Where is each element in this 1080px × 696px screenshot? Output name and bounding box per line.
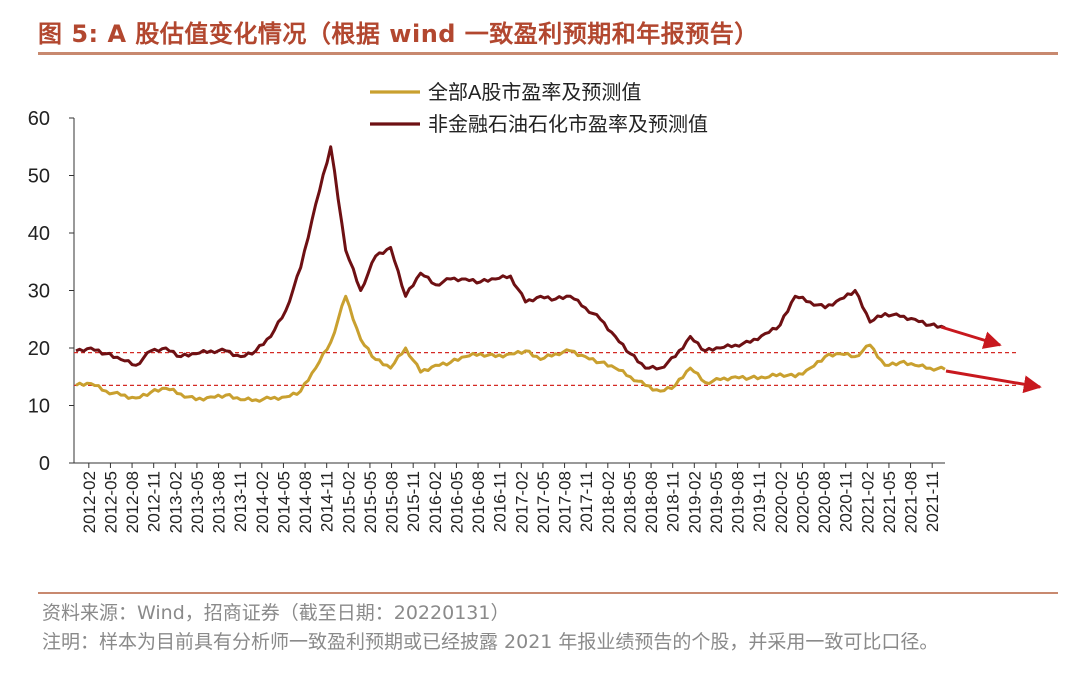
x-tick-label: 2017-05 [534, 471, 553, 533]
x-tick-label: 2012-08 [123, 471, 142, 533]
x-tick-label: 2017-08 [556, 471, 575, 533]
trend-arrow [945, 369, 1042, 394]
x-tick-label: 2014-02 [253, 471, 272, 533]
x-tick-label: 2017-11 [577, 471, 596, 532]
x-tick-label: 2018-08 [642, 471, 661, 533]
x-tick-label: 2018-05 [620, 471, 639, 533]
x-tick-label: 2013-11 [231, 471, 250, 532]
x-tick-label: 2013-05 [188, 471, 207, 533]
x-tick-label: 2021-08 [902, 471, 921, 533]
x-tick-label: 2020-05 [793, 471, 812, 533]
pe-line-chart: 0 10 20 30 40 50 60 2012-02 2012-05 2012-08 2012-… [28, 81, 1042, 533]
x-tick-label: 2020-08 [815, 471, 834, 533]
x-tick-label: 2015-11 [404, 471, 423, 532]
x-tick-label: 2013-08 [210, 471, 229, 533]
legend-label: 非金融石油石化市盈率及预测值 [428, 113, 708, 136]
series-line-all-a [75, 294, 946, 403]
y-tick-label: 10 [28, 396, 50, 418]
x-tick-label: 2021-05 [880, 471, 899, 533]
trend-arrow [940, 325, 1002, 349]
series-lines [75, 145, 946, 403]
figure-title: 图 5: A 股估值变化情况（根据 wind 一致盈利预期和年报预告） [38, 20, 759, 48]
x-tick-label: 2014-05 [274, 471, 293, 533]
x-axis-ticks: 2012-02 2012-05 2012-08 2012-11 2013-02 2013-… [80, 463, 942, 533]
x-tick-label: 2019-05 [707, 471, 726, 533]
x-tick-label: 2012-05 [101, 471, 120, 533]
x-tick-label: 2014-08 [296, 471, 315, 533]
x-tick-label: 2018-02 [599, 471, 618, 533]
source-note: 资料来源：Wind，招商证券（截至日期：20220131） [42, 602, 510, 624]
axes-group [73, 118, 945, 464]
series-line-non-fin [75, 145, 946, 371]
y-axis-ticks: 0 10 20 30 40 50 60 [28, 108, 74, 475]
x-tick-label: 2015-05 [361, 471, 380, 533]
y-tick-label: 30 [28, 281, 50, 303]
x-tick-label: 2016-08 [469, 471, 488, 533]
y-tick-label: 60 [28, 108, 50, 130]
x-tick-label: 2020-02 [772, 471, 791, 533]
y-tick-label: 0 [39, 453, 50, 475]
x-tick-label: 2019-02 [685, 471, 704, 533]
sample-note: 注明：样本为目前具有分析师一致盈利预期或已经披露 2021 年报业绩预告的个股，… [42, 631, 939, 653]
x-tick-label: 2015-08 [383, 471, 402, 533]
legend-label: 全部A股市盈率及预测值 [428, 81, 641, 104]
x-tick-label: 2020-11 [837, 471, 856, 532]
x-tick-label: 2018-11 [664, 471, 683, 532]
x-tick-label: 2016-02 [426, 471, 445, 533]
x-tick-label: 2012-02 [80, 471, 99, 533]
y-tick-label: 50 [28, 166, 50, 188]
x-tick-label: 2021-11 [923, 471, 942, 532]
footer-divider [38, 592, 1058, 594]
x-tick-label: 2016-11 [491, 471, 510, 532]
x-tick-label: 2016-05 [447, 471, 466, 533]
title-divider [38, 52, 1058, 55]
x-tick-label: 2012-11 [145, 471, 164, 532]
y-tick-label: 20 [28, 338, 50, 360]
x-tick-label: 2019-11 [750, 471, 769, 532]
x-tick-label: 2013-02 [166, 471, 185, 533]
trend-arrows [940, 325, 1042, 394]
x-tick-label: 2014-11 [318, 471, 337, 532]
x-tick-label: 2019-08 [729, 471, 748, 533]
y-tick-label: 40 [28, 223, 50, 245]
x-tick-label: 2021-02 [858, 471, 877, 533]
x-tick-label: 2017-02 [512, 471, 531, 533]
x-tick-label: 2015-02 [339, 471, 358, 533]
